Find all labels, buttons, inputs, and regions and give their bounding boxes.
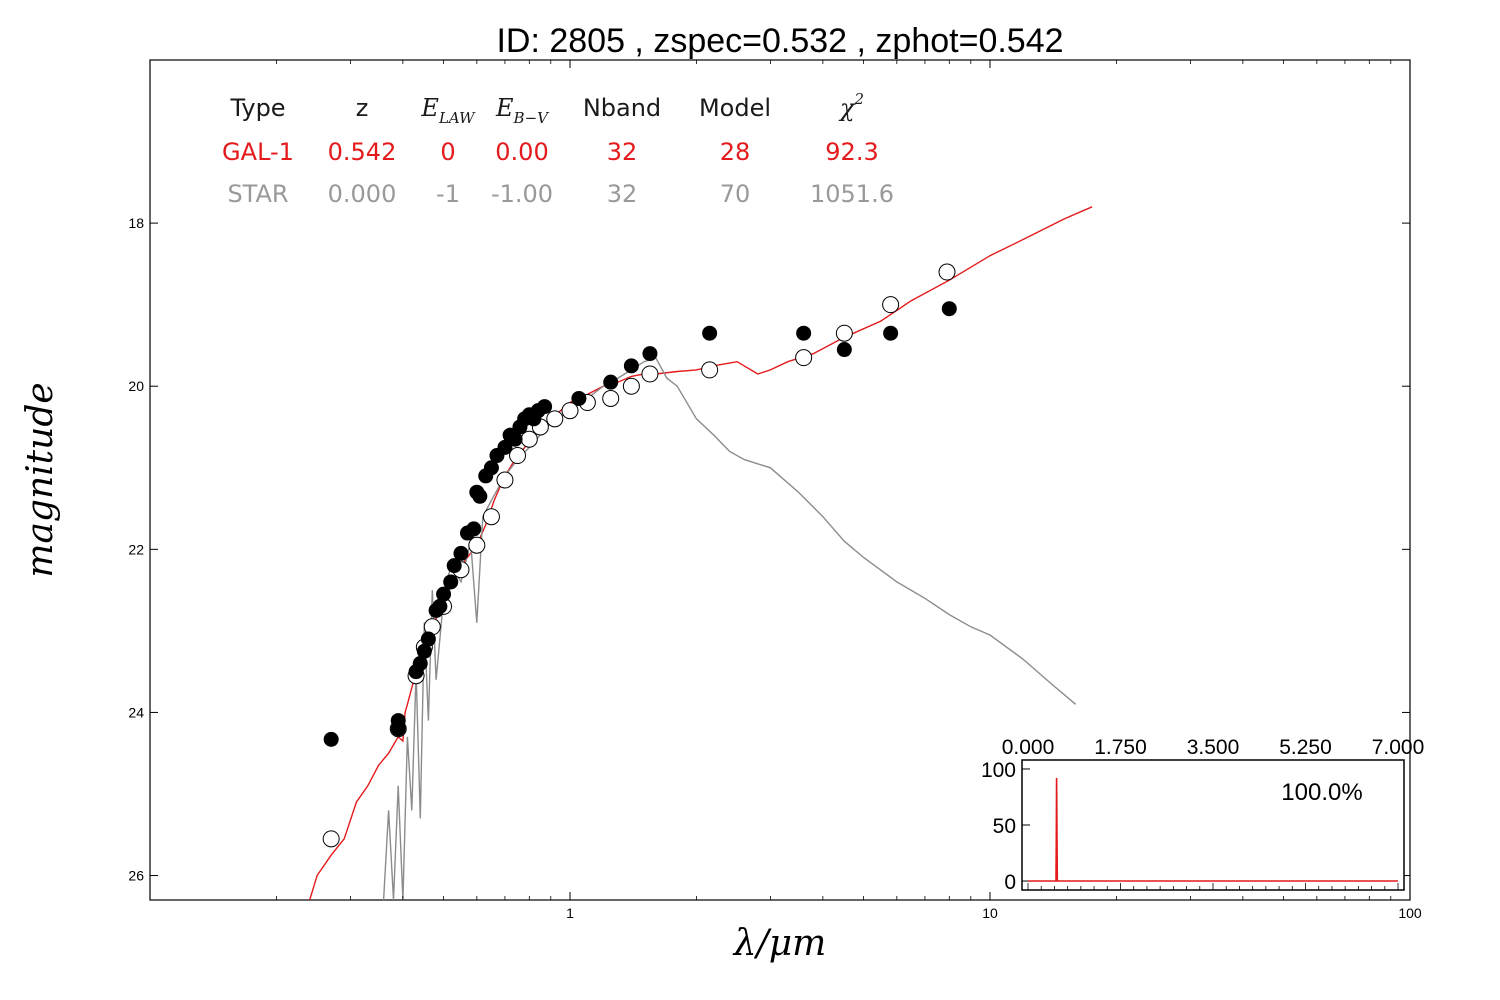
table-cell: 32 bbox=[607, 138, 638, 166]
observed-point bbox=[571, 390, 587, 406]
model-point bbox=[468, 536, 486, 554]
x-axis-label: λ/μm bbox=[732, 923, 826, 964]
x-tick-label: 1 bbox=[566, 905, 574, 921]
observed-point bbox=[796, 325, 812, 341]
observed-point bbox=[497, 439, 513, 455]
observed-point bbox=[702, 325, 718, 341]
model-point bbox=[602, 389, 620, 407]
observed-point bbox=[642, 346, 658, 362]
inset-y-tick-label: 0 bbox=[1004, 871, 1016, 894]
y-tick-label: 20 bbox=[128, 378, 144, 394]
inset-x-tick-label: 1.750 bbox=[1094, 736, 1147, 759]
model-point bbox=[546, 410, 564, 428]
observed-point bbox=[420, 631, 436, 647]
chart-title: ID: 2805 , zspec=0.532 , zphot=0.542 bbox=[496, 22, 1063, 60]
x-tick-label: 10 bbox=[982, 905, 998, 921]
model-curves bbox=[309, 206, 1093, 900]
y-tick-label: 22 bbox=[128, 541, 144, 557]
table-header: Nband bbox=[583, 94, 661, 122]
main-plot: 1 10 100 18 20 22 24 26 λ/μm magnitude bbox=[20, 59, 1422, 964]
x-ticks: 1 10 100 bbox=[276, 60, 1422, 921]
table-header: EB−V bbox=[495, 94, 550, 127]
photometry-points bbox=[322, 263, 957, 848]
table-cell: 0 bbox=[440, 138, 455, 166]
observed-point bbox=[507, 431, 523, 447]
model-point bbox=[882, 296, 900, 314]
observed-point bbox=[412, 655, 428, 671]
pdz-inset: 0.000 1.750 3.500 5.250 7.000 0 50 100 100.0% bbox=[981, 736, 1424, 894]
observed-point bbox=[390, 721, 406, 737]
observed-point bbox=[836, 342, 852, 358]
observed-point bbox=[537, 399, 553, 415]
observed-point bbox=[323, 731, 339, 747]
inset-x-tick-label: 0.000 bbox=[1002, 736, 1055, 759]
inset-y-tick-label: 50 bbox=[993, 815, 1016, 838]
model-point bbox=[482, 508, 500, 526]
model-point bbox=[520, 430, 538, 448]
table-cell: -1.00 bbox=[491, 180, 553, 208]
inset-x-tick-label: 7.000 bbox=[1372, 736, 1425, 759]
table-header: ELAW bbox=[420, 94, 476, 127]
table-cell: -1 bbox=[436, 180, 460, 208]
table-cell: GAL-1 bbox=[222, 138, 294, 166]
table-cell: 32 bbox=[607, 180, 638, 208]
model-point bbox=[496, 471, 514, 489]
observed-point bbox=[432, 598, 448, 614]
observed-point bbox=[453, 545, 469, 561]
observed-point bbox=[443, 574, 459, 590]
model-point bbox=[641, 365, 659, 383]
observed-point bbox=[416, 643, 432, 659]
table-cell: STAR bbox=[227, 180, 288, 208]
observed-point bbox=[472, 488, 488, 504]
y-tick-label: 26 bbox=[128, 868, 144, 884]
table-header: χ2 bbox=[838, 90, 864, 122]
model-point bbox=[509, 447, 527, 465]
plot-frame bbox=[149, 59, 1411, 901]
table-header: z bbox=[356, 94, 369, 122]
table-cell: 70 bbox=[720, 180, 751, 208]
y-axis-label: magnitude bbox=[20, 382, 61, 577]
table-cell: 1051.6 bbox=[810, 180, 894, 208]
table-header: Type bbox=[229, 94, 285, 122]
observed-point bbox=[883, 325, 899, 341]
observed-point bbox=[446, 558, 462, 574]
fit-table: Type z ELAW EB−V Nband Model χ2 GAL-1 0.542 0 0.00… bbox=[222, 90, 894, 208]
model-point bbox=[561, 402, 579, 420]
table-header: Model bbox=[699, 94, 771, 122]
x-tick-label: 100 bbox=[1398, 905, 1422, 921]
inset-x-tick-label: 5.250 bbox=[1279, 736, 1332, 759]
inset-frame bbox=[1021, 759, 1405, 891]
observed-point bbox=[941, 301, 957, 317]
model-point bbox=[622, 377, 640, 395]
pdz-percent: 100.0% bbox=[1281, 779, 1362, 806]
table-cell: 28 bbox=[720, 138, 751, 166]
table-cell: 92.3 bbox=[825, 138, 878, 166]
observed-point bbox=[483, 460, 499, 476]
observed-point bbox=[436, 586, 452, 602]
model-point bbox=[835, 324, 853, 342]
inset-x-tick-label: 3.500 bbox=[1187, 736, 1240, 759]
observed-point bbox=[466, 521, 482, 537]
y-tick-label: 24 bbox=[128, 704, 144, 720]
model-point bbox=[701, 361, 719, 379]
series-gal-1-line bbox=[309, 206, 1093, 900]
observed-point bbox=[603, 374, 619, 390]
y-ticks: 18 20 22 24 26 bbox=[128, 215, 1410, 884]
inset-y-tick-label: 100 bbox=[981, 759, 1016, 782]
observed-point bbox=[623, 358, 639, 374]
pdz-line bbox=[1028, 777, 1398, 882]
y-tick-label: 18 bbox=[128, 215, 144, 231]
model-point bbox=[322, 830, 340, 848]
model-point bbox=[795, 349, 813, 367]
table-cell: 0.00 bbox=[495, 138, 548, 166]
series-star-line bbox=[382, 356, 1077, 900]
model-point bbox=[938, 263, 956, 281]
table-cell: 0.542 bbox=[328, 138, 397, 166]
table-cell: 0.000 bbox=[328, 180, 397, 208]
